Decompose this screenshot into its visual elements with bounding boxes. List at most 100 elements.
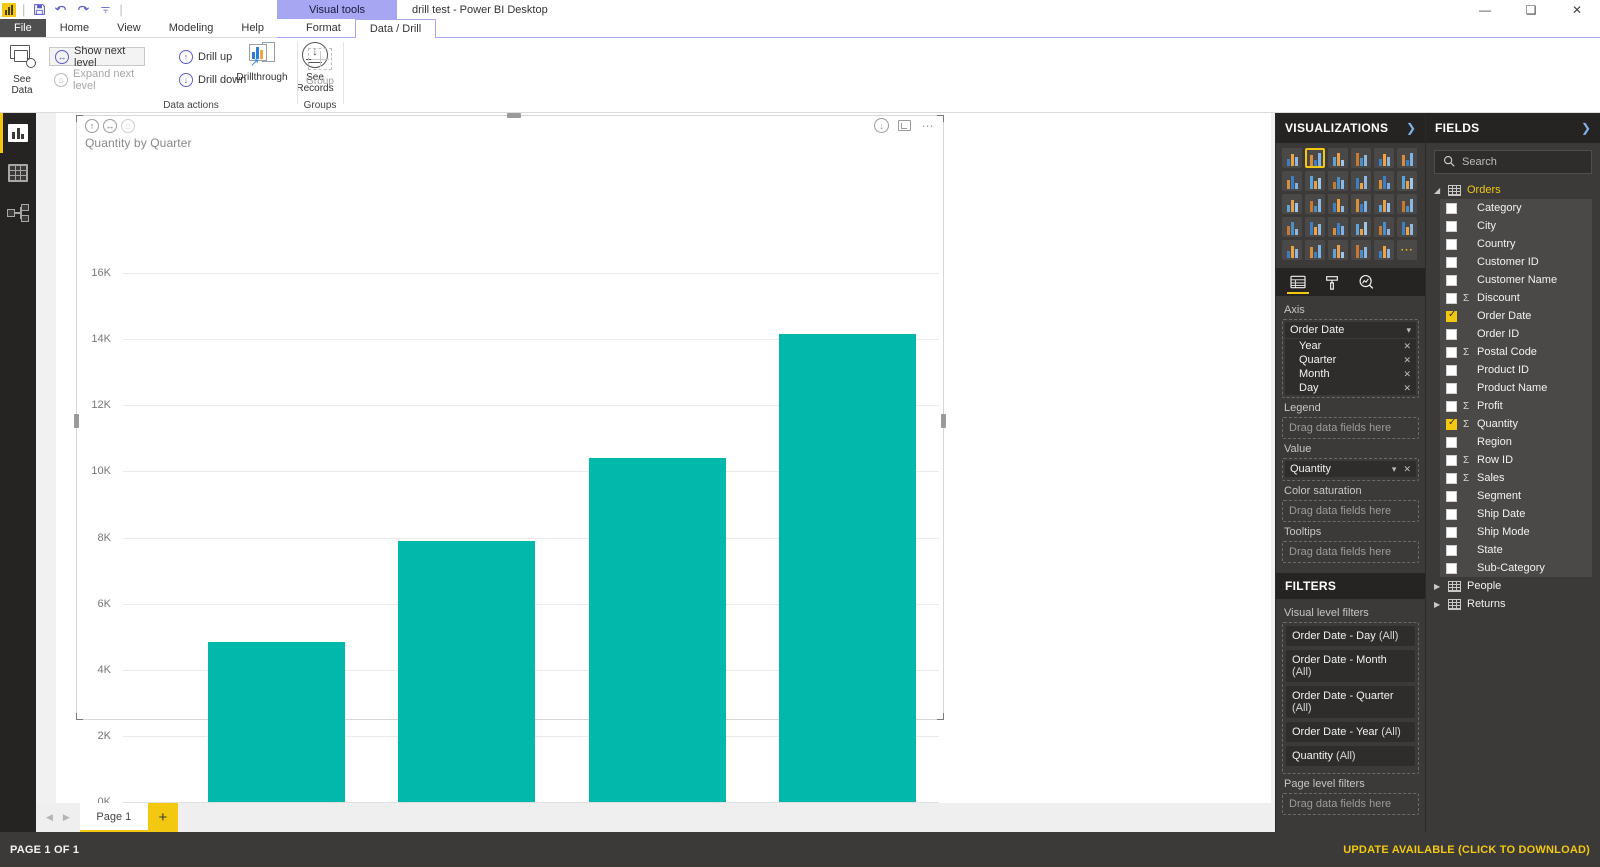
remove-field-icon[interactable]: ✕ [1403,463,1411,474]
scatter-chart-icon[interactable] [1305,194,1325,214]
chevron-down-icon[interactable]: ▾ [1391,463,1397,474]
fields-table-node[interactable]: ▶ Returns [1426,595,1600,613]
field-well-dropzone[interactable]: Drag data fields here [1282,417,1419,439]
minimize-icon[interactable]: — [1479,2,1491,17]
filter-chip[interactable]: Order Date - Quarter (All) [1286,686,1415,718]
field-well-box[interactable]: Quantity ▾ ✕ [1282,458,1419,481]
gauge-chart-icon[interactable] [1328,217,1348,237]
analytics-tab-icon[interactable] [1358,268,1375,296]
chart-bar[interactable] [207,641,345,802]
field-well-chip[interactable]: Order Date ▾ [1285,322,1416,338]
remove-level-icon[interactable]: ✕ [1403,368,1411,379]
drillthrough-button[interactable]: ↗ Drillthrough [230,40,294,83]
checkbox-icon[interactable] [1446,292,1457,304]
stacked-bar-chart-icon[interactable] [1282,148,1302,168]
chart-bar[interactable] [588,458,726,802]
expand-next-level-icon[interactable]: ↔ [103,119,117,133]
fields-search-box[interactable]: Search [1434,150,1592,174]
filter-chip[interactable]: Order Date - Day (All) [1286,626,1415,646]
resize-handle-left[interactable] [74,414,79,428]
arcgis-map-icon[interactable] [1374,240,1394,260]
checkbox-icon[interactable] [1446,454,1457,466]
chevron-down-icon[interactable]: ▾ [1406,324,1411,335]
checkbox-icon[interactable] [1446,328,1457,340]
field-list-item[interactable]: Product Name [1440,379,1592,397]
field-list-item[interactable]: Region [1440,433,1592,451]
resize-handle-right[interactable] [941,414,946,428]
field-list-item[interactable]: Category [1440,199,1592,217]
field-list-item[interactable]: Order ID [1440,325,1592,343]
ribbon-tab-help[interactable]: Help [241,22,264,34]
filter-chip[interactable]: Quantity (All) [1286,746,1415,766]
field-well-box[interactable]: Order Date ▾ Year ✕ Quarter ✕ Month ✕ Day ✕ [1282,319,1419,398]
format-paintbrush-tab-icon[interactable] [1324,268,1340,296]
field-list-item[interactable]: State [1440,541,1592,559]
chevron-right-icon[interactable]: ❯ [1405,121,1416,135]
field-list-item[interactable]: Order Date [1440,307,1592,325]
field-list-item[interactable]: Customer Name [1440,271,1592,289]
checkbox-icon[interactable] [1446,400,1457,412]
expand-arrow-icon[interactable]: ▶ [1434,599,1441,609]
ribbon-tab-format[interactable]: Format [306,22,341,34]
resize-handle-top[interactable] [507,113,521,118]
prev-page-icon[interactable]: ◀ [46,812,53,822]
checkbox-checked-icon[interactable] [1446,309,1457,322]
resize-handle-bottom-left[interactable] [76,713,83,720]
redo-icon[interactable] [75,2,91,18]
chart-bar[interactable] [398,541,536,802]
field-well-dropzone[interactable]: Drag data fields here [1282,500,1419,522]
checkbox-icon[interactable] [1446,472,1457,484]
sidebar-item-data-view[interactable] [0,153,36,193]
fields-tab-icon[interactable] [1287,268,1309,296]
field-well-hierarchy-level[interactable]: Quarter ✕ [1285,353,1416,367]
slicer-icon[interactable] [1282,240,1302,260]
line-stacked-column-icon[interactable] [1351,171,1371,191]
field-list-item[interactable]: Customer ID [1440,253,1592,271]
field-list-item[interactable]: Ship Date [1440,505,1592,523]
checkbox-icon[interactable] [1446,256,1457,268]
field-list-item[interactable]: Sub-Category [1440,559,1592,577]
see-data-button[interactable]: See Data [0,42,51,96]
sidebar-item-report-view[interactable] [0,113,36,153]
field-list-item[interactable]: Σ Quantity [1440,415,1592,433]
checkbox-icon[interactable] [1446,220,1457,232]
checkbox-icon[interactable] [1446,490,1457,502]
filled-map-icon[interactable] [1282,217,1302,237]
stacked-column-chart-icon[interactable] [1305,148,1325,168]
focus-download-icon[interactable]: ↓ [874,118,889,133]
resize-handle-top-right[interactable] [937,115,944,122]
funnel-chart-icon[interactable] [1305,217,1325,237]
pie-chart-icon[interactable] [1328,194,1348,214]
ribbon-tab-file[interactable]: File [0,19,46,37]
chart-plot-area[interactable]: 0K2K4K6K8K10K12K14K16KQtr 1Qtr 2Qtr 3Qtr… [77,116,943,803]
group-button[interactable]: Group [298,44,342,87]
stacked-area-chart-icon[interactable] [1328,171,1348,191]
ribbon-tab-view[interactable]: View [117,22,141,34]
expand-arrow-icon[interactable]: ▶ [1434,581,1441,591]
collapse-arrow-icon[interactable]: ◢ [1434,185,1441,195]
more-options-icon[interactable]: ⋯ [921,118,934,133]
field-list-item[interactable]: City [1440,217,1592,235]
checkbox-icon[interactable] [1446,526,1457,538]
page-level-filters-dropzone[interactable]: Drag data fields here [1282,793,1419,815]
add-page-button[interactable]: + [147,803,178,832]
field-list-item[interactable]: Σ Row ID [1440,451,1592,469]
remove-level-icon[interactable]: ✕ [1403,354,1411,365]
multi-row-card-icon[interactable] [1374,217,1394,237]
r-script-visual-icon[interactable] [1351,240,1371,260]
resize-handle-top-left[interactable] [76,115,83,122]
restore-icon[interactable]: ❑ [1525,2,1537,17]
clustered-bar-chart-icon[interactable] [1328,148,1348,168]
checkbox-icon[interactable] [1446,238,1457,250]
field-list-item[interactable]: Σ Discount [1440,289,1592,307]
waterfall-chart-icon[interactable] [1282,194,1302,214]
visual-container-column-chart[interactable]: ↑ ↔ ⌂ ↓ ⋯ Quantity by Quarter 0K 2K 4K 6K 8K… [74,113,946,803]
field-well-hierarchy-level[interactable]: Month ✕ [1285,367,1416,381]
undo-icon[interactable] [53,2,69,18]
card-icon[interactable] [1351,217,1371,237]
remove-level-icon[interactable]: ✕ [1403,340,1411,351]
next-page-icon[interactable]: ▶ [62,812,70,822]
field-well-dropzone[interactable]: Drag data fields here [1282,541,1419,563]
field-list-item[interactable]: Σ Profit [1440,397,1592,415]
kpi-icon[interactable] [1397,217,1417,237]
